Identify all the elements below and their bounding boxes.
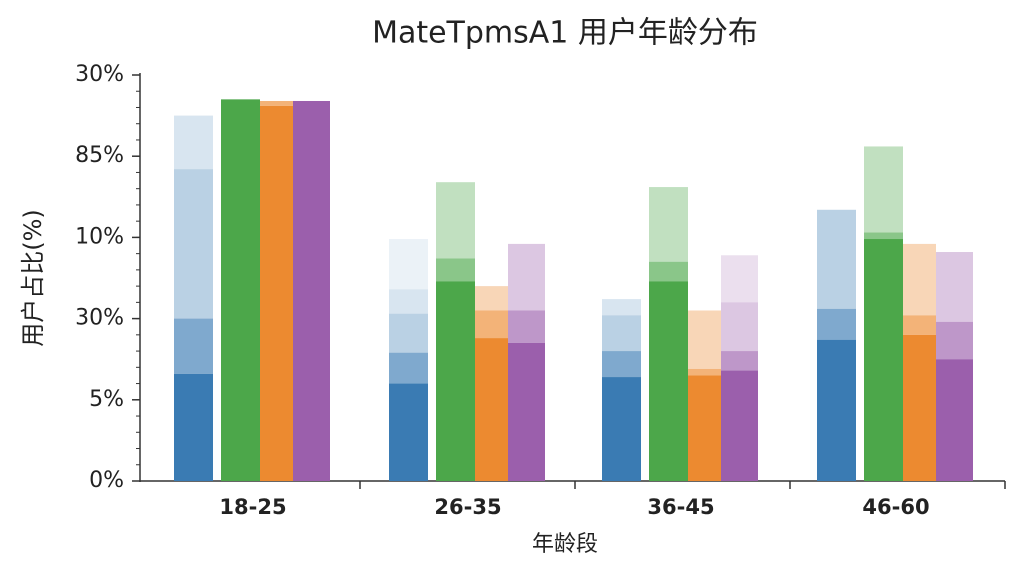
bar-segment xyxy=(864,232,903,240)
bar-segment xyxy=(903,315,936,335)
bar-segment xyxy=(602,351,641,378)
bar-segment xyxy=(903,243,936,316)
bar-segment xyxy=(721,351,758,371)
bar-segment xyxy=(688,368,721,376)
bar-segment xyxy=(508,310,545,343)
bar-segment xyxy=(389,313,428,353)
bar-segment xyxy=(436,258,475,282)
bar-segment xyxy=(649,261,688,282)
bar-segment xyxy=(475,286,508,311)
bar-segment xyxy=(436,182,475,259)
x-tick-label: 26-35 xyxy=(434,495,501,519)
bar-segment xyxy=(260,100,293,106)
bar-segment xyxy=(688,375,721,481)
bar-segment xyxy=(602,377,641,481)
y-tick-label: 30% xyxy=(75,306,124,331)
bar-segment xyxy=(293,100,330,481)
bar-segment xyxy=(903,334,936,481)
bar-segment xyxy=(936,252,973,322)
bar-segment xyxy=(649,187,688,262)
bar-segment xyxy=(649,281,688,481)
x-tick-label: 18-25 xyxy=(219,495,286,519)
bar-segment xyxy=(475,338,508,481)
bar-segment xyxy=(688,310,721,369)
bar-segment xyxy=(174,373,213,481)
bar-segment xyxy=(174,318,213,374)
bar-segment xyxy=(602,299,641,316)
bar-segment xyxy=(721,370,758,481)
y-tick-label: 5% xyxy=(89,387,124,412)
bar-segment xyxy=(174,115,213,170)
bar-segment xyxy=(508,342,545,481)
bar-segment xyxy=(389,383,428,481)
bar-segment xyxy=(508,243,545,311)
x-axis-title: 年龄段 xyxy=(532,532,598,557)
bar-segment xyxy=(721,255,758,303)
bar-segment xyxy=(221,99,260,482)
x-tick-label: 46-60 xyxy=(862,495,929,519)
bar-segment xyxy=(260,105,293,481)
y-tick-label: 10% xyxy=(75,224,124,249)
bar-segment xyxy=(389,352,428,384)
bar-segment xyxy=(936,359,973,481)
bar-segment xyxy=(864,239,903,481)
bar-segment xyxy=(817,209,856,309)
bar-segment xyxy=(174,169,213,319)
bar-segment xyxy=(389,289,428,314)
bar-segment xyxy=(817,339,856,481)
group-separators xyxy=(359,481,1006,489)
bar-segment xyxy=(936,321,973,360)
bar-segment xyxy=(817,308,856,340)
bar-segment xyxy=(436,281,475,481)
y-tick-label: 30% xyxy=(75,62,124,87)
y-axis-title: 用户占比(%) xyxy=(19,209,47,347)
chart-title: MateTpmsA1 用户年龄分布 xyxy=(372,16,758,51)
bar-segment xyxy=(721,302,758,352)
x-tick-label: 36-45 xyxy=(647,495,714,519)
bar-segment xyxy=(864,146,903,233)
bar-segment xyxy=(602,315,641,352)
y-tick-label: 85% xyxy=(75,143,124,168)
bar-segment xyxy=(475,310,508,339)
bar-segment xyxy=(389,239,428,290)
y-tick-label: 0% xyxy=(89,468,124,493)
